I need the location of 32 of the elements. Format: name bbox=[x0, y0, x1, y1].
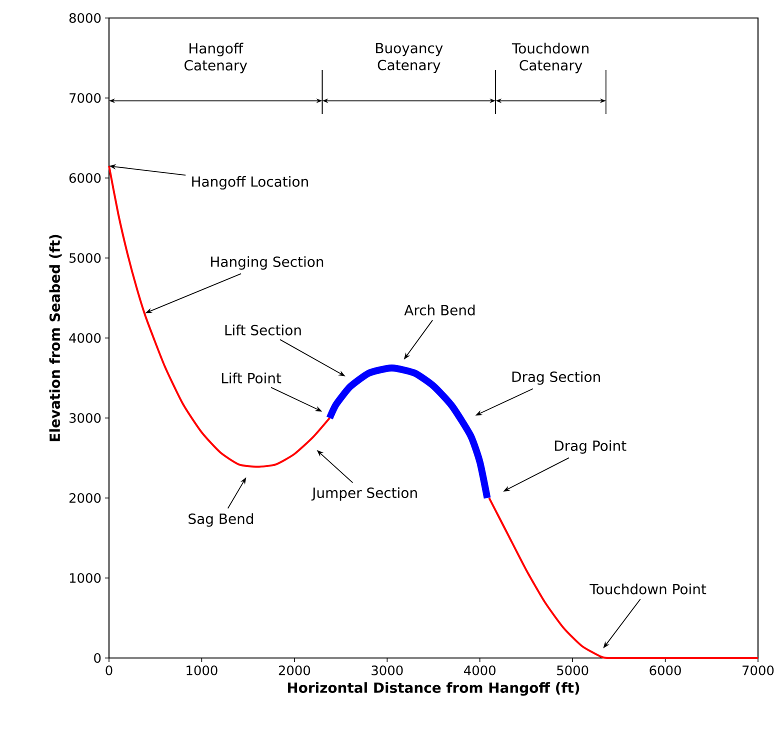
y-tick-label: 8000 bbox=[69, 13, 101, 23]
annotation: Touchdown Point bbox=[590, 584, 706, 594]
x-tick-label: 4000 bbox=[464, 666, 496, 676]
annotation: Drag Section bbox=[512, 371, 600, 385]
annotation: Arch Bend bbox=[404, 304, 475, 316]
y-tick-label: 6000 bbox=[69, 173, 101, 183]
y-tick-label: 4000 bbox=[69, 333, 101, 343]
annotation: Drag Point bbox=[555, 440, 626, 454]
x-tick-label: 6000 bbox=[650, 666, 681, 676]
annotation: Hangoff Location bbox=[192, 176, 308, 190]
x-axis-title: Horizontal Distance from Hangoff (ft) bbox=[288, 682, 580, 696]
x-tick-label: 1000 bbox=[186, 666, 218, 676]
annotation: Hangoff Catenary bbox=[184, 42, 248, 74]
x-tick-label: 5000 bbox=[557, 666, 588, 676]
annotation: Lift Point bbox=[222, 372, 282, 384]
y-tick-label: 2000 bbox=[69, 493, 101, 503]
annotation: Hanging Section bbox=[211, 256, 324, 270]
x-tick-label: 7000 bbox=[742, 666, 774, 676]
y-tick-label: 3000 bbox=[70, 413, 101, 423]
annotation: Touchdown Catenary bbox=[512, 42, 588, 74]
annotation: Jumper Section bbox=[311, 487, 417, 501]
x-tick-label: 2000 bbox=[278, 666, 310, 676]
y-tick-label: 5000 bbox=[70, 253, 101, 263]
annotation: Lift Section bbox=[225, 324, 301, 336]
annotation: Buoyancy Catenary bbox=[376, 42, 443, 74]
y-axis-title: Elevation from Seabed (ft) bbox=[49, 234, 62, 442]
y-tick-label: 1000 bbox=[70, 573, 101, 583]
x-tick-label: 0 bbox=[106, 666, 112, 676]
y-tick-label: 7000 bbox=[70, 93, 101, 103]
annotation: Sag Bend bbox=[188, 513, 253, 527]
y-tick-label: 0 bbox=[94, 653, 101, 663]
x-tick-label: 3000 bbox=[372, 666, 403, 676]
